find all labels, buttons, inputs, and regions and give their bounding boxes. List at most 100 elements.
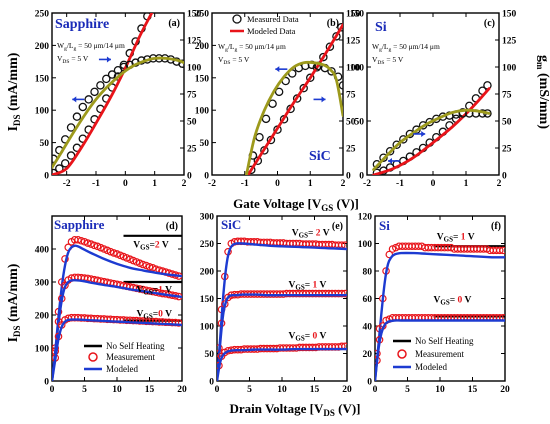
vgs-eq: =: [453, 232, 461, 242]
data-point: [72, 112, 82, 121]
y-tick-label: 100: [350, 64, 365, 74]
y-tick-label: 250: [35, 10, 50, 20]
note-part: DS: [223, 60, 230, 66]
y2-tick-label: 50: [346, 118, 356, 128]
x-tick-label: -1: [92, 179, 100, 189]
data-point: [255, 132, 264, 142]
vgs-v: V: [434, 296, 441, 306]
data-point: [77, 236, 86, 245]
series-line: [372, 87, 491, 175]
vgs-label: VGS= 1 V: [437, 232, 475, 243]
note-part: g: [64, 46, 67, 52]
panel-b: -2 -1 0 1 20501001502002500255075100125150Si…: [195, 10, 361, 190]
data-point: [325, 42, 335, 51]
vgs-v: V: [437, 232, 444, 242]
data-point: [341, 289, 347, 298]
note-part: = 5 V: [69, 54, 88, 63]
x-tick-label: -1: [241, 179, 249, 189]
vgs-val: 1: [461, 232, 466, 242]
y2-tick-label: 0: [346, 172, 351, 182]
note-part: = 5 V: [230, 55, 249, 64]
vgs-eq: =: [450, 296, 458, 306]
x-tick-label: -2: [208, 179, 216, 189]
data-point: [109, 249, 118, 257]
series-line: [52, 318, 182, 381]
data-point: [171, 318, 180, 327]
vgs-sub: GS: [140, 243, 149, 251]
note-part: W: [218, 42, 226, 51]
vgs-unit: V: [466, 232, 475, 242]
data-point: [74, 235, 82, 244]
x-tick-label: 15: [468, 385, 478, 395]
vgs-unit: V: [462, 296, 471, 306]
panel-letter: (a): [168, 18, 180, 29]
panel-title: Si: [379, 218, 390, 233]
data-point: [495, 246, 504, 255]
y-tick-label: 150: [195, 74, 210, 84]
panel-letter: (d): [166, 221, 178, 232]
vgs-val: 1: [158, 286, 163, 296]
note-vds: VDS = 5 V: [57, 54, 89, 65]
y2-tick-label: 125: [346, 37, 361, 47]
note-part: g: [379, 47, 382, 53]
arrow-head: [106, 56, 111, 63]
legend-modeled-label-f: Modeled: [415, 362, 447, 372]
series-line: [52, 56, 184, 169]
y-tick-label: 0: [209, 378, 214, 388]
legend-measured-marker: [232, 14, 242, 24]
y-tick-label: 200: [35, 42, 50, 52]
panels-layer: -2 -1 0 1 20501001502002500255075100125150Sa…: [35, 10, 517, 396]
note-part: W: [57, 41, 65, 50]
legend-measurement-label-f: Measurement: [415, 349, 464, 359]
note-part: g: [389, 47, 392, 53]
vgs-val: 2: [316, 228, 321, 238]
y2-tick-label: 50: [187, 118, 197, 128]
vgs-eq: =: [149, 240, 154, 250]
x-tick-label: 5: [82, 385, 87, 395]
y-tick-label: 20: [363, 350, 373, 360]
plot-area: [375, 242, 505, 381]
vgs-eq: =: [305, 332, 313, 342]
bottom-legend-f: No Self Heating Measurement Modeled: [393, 336, 474, 372]
data-point: [299, 83, 308, 93]
series-line: [217, 242, 347, 381]
y2-tick-label: 150: [187, 10, 202, 20]
data-point: [66, 151, 76, 160]
note-part: = 50 μm/14 μm: [391, 42, 440, 51]
panel-title: SiC: [309, 149, 331, 164]
y-tick-label: 80: [363, 268, 373, 278]
series-line: [52, 13, 154, 175]
x-tick-label: -1: [396, 179, 404, 189]
y-tick-label: 0: [367, 378, 372, 388]
y2-tick-label: 75: [346, 91, 356, 101]
panel-title: Si: [375, 20, 387, 35]
x-tick-label: 0: [373, 385, 378, 395]
x-tick-label: 0: [275, 179, 280, 189]
note-part: = 5 V: [384, 55, 403, 64]
plot-frame: [51, 12, 185, 176]
series-line: [372, 108, 491, 171]
y-tick-label: 60: [363, 295, 373, 305]
arrow-head: [421, 130, 426, 137]
x-tick-label: 2: [182, 179, 187, 189]
note-part: /L: [382, 42, 389, 51]
x-tick-label: 10: [435, 385, 445, 395]
panel-letter: (e): [332, 221, 343, 232]
note-vds: VDS = 5 V: [372, 55, 404, 66]
vgs-eq: =: [153, 286, 158, 296]
y-tick-label: 300: [200, 213, 215, 223]
x-tick-label: -2: [63, 179, 71, 189]
y-tick-label: 50: [355, 118, 365, 128]
note-part: V: [57, 54, 63, 63]
x-tick-label: 10: [277, 385, 287, 395]
data-point: [319, 52, 328, 62]
series-line: [52, 244, 182, 381]
note-part: W: [372, 42, 380, 51]
x-tick-label: 0: [123, 179, 128, 189]
x-tick-label: 20: [500, 385, 510, 395]
series-line: [375, 251, 505, 381]
right-ylabel: gm (mS/mm): [535, 55, 550, 129]
